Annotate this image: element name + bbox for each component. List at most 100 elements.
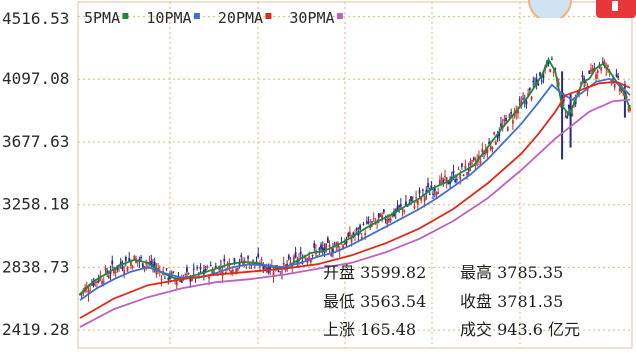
candle-body bbox=[128, 257, 131, 262]
candle-body bbox=[435, 192, 438, 196]
candle-body bbox=[230, 270, 232, 274]
candle-body bbox=[189, 279, 192, 282]
candle-body bbox=[389, 218, 392, 222]
candle-body bbox=[445, 177, 448, 183]
candle-body bbox=[503, 119, 506, 122]
candle-body bbox=[257, 253, 260, 257]
candle-body bbox=[467, 168, 470, 172]
candle-body bbox=[505, 118, 507, 121]
candle-body bbox=[123, 270, 126, 274]
candle-body bbox=[522, 98, 524, 100]
candle-body bbox=[618, 87, 621, 92]
candle-body bbox=[306, 259, 309, 264]
ma-line-10pma bbox=[79, 77, 631, 301]
candle-body bbox=[542, 74, 545, 79]
candle-body bbox=[416, 200, 419, 205]
candle-body bbox=[517, 109, 519, 114]
candle-body bbox=[245, 267, 248, 269]
candle-body bbox=[187, 272, 190, 274]
candle-body bbox=[581, 75, 584, 78]
stat-item: 最高 3785.35 bbox=[460, 263, 563, 282]
candle-body bbox=[172, 271, 175, 273]
candle-body bbox=[500, 123, 502, 127]
legend-label: 5PMA bbox=[84, 9, 120, 27]
candle-body bbox=[126, 266, 129, 272]
candle-body bbox=[612, 78, 614, 80]
candle-body bbox=[330, 253, 333, 257]
candle-body bbox=[607, 65, 609, 67]
y-tick-label: 3677.63 bbox=[2, 132, 69, 151]
candle-body bbox=[304, 257, 307, 261]
candle-body bbox=[401, 207, 404, 211]
ma-line-5pma bbox=[79, 57, 631, 295]
candle-body bbox=[603, 61, 606, 66]
candle-body bbox=[420, 197, 423, 201]
candle-body bbox=[510, 111, 513, 114]
stat-item: 最低 3563.54 bbox=[323, 292, 426, 311]
candle-body bbox=[92, 280, 95, 286]
candle-body bbox=[325, 243, 328, 249]
candle-body bbox=[113, 268, 115, 274]
y-tick-label: 4097.08 bbox=[2, 69, 69, 88]
candle-body bbox=[225, 271, 227, 274]
candle-body bbox=[567, 104, 570, 109]
candle-body bbox=[160, 278, 163, 280]
candle-body bbox=[591, 67, 594, 73]
ma-line-20pma bbox=[79, 80, 631, 319]
legend-label: 30PMA bbox=[289, 9, 334, 27]
candle-body bbox=[386, 219, 389, 225]
candle-body bbox=[423, 196, 426, 202]
stat-item: 上涨 165.48 bbox=[323, 320, 416, 339]
candle-body bbox=[457, 168, 460, 170]
candle-body bbox=[308, 256, 311, 261]
candle-body bbox=[371, 221, 373, 223]
candle-body bbox=[264, 265, 266, 268]
candle-body bbox=[518, 99, 521, 101]
legend-swatch bbox=[122, 13, 129, 19]
candle-body bbox=[452, 170, 455, 174]
y-axis-labels: 4516.53 4097.08 3677.63 3258.18 2838.73 2419.… bbox=[2, 9, 69, 339]
candle-body bbox=[343, 242, 346, 245]
candle-body bbox=[119, 261, 122, 266]
candle-body bbox=[145, 263, 148, 265]
candle-body bbox=[318, 248, 321, 250]
candle-body bbox=[167, 278, 170, 280]
candle-body bbox=[191, 279, 193, 281]
candle-body bbox=[124, 257, 127, 261]
candle-body bbox=[625, 96, 628, 99]
candle-body bbox=[107, 275, 110, 279]
candle-body bbox=[150, 260, 153, 266]
candle-body bbox=[484, 149, 487, 154]
candle-body bbox=[282, 262, 285, 265]
globe-badge-icon bbox=[528, 0, 572, 18]
candle-body bbox=[381, 215, 384, 221]
candle-body bbox=[554, 68, 557, 70]
candle-body bbox=[488, 141, 491, 145]
candle-body bbox=[89, 289, 92, 291]
y-tick-label: 4516.53 bbox=[2, 9, 69, 28]
candle-body bbox=[326, 237, 329, 243]
stat-item: 开盘 3599.82 bbox=[323, 263, 426, 282]
y-tick-label: 2419.28 bbox=[2, 320, 69, 339]
candle-body bbox=[362, 223, 365, 225]
candle-body bbox=[248, 267, 251, 269]
stat-item: 成交 943.6 亿元 bbox=[460, 320, 580, 339]
candle-body bbox=[148, 261, 151, 263]
candle-body bbox=[486, 147, 489, 153]
candle-body bbox=[528, 87, 531, 91]
candle-body bbox=[489, 146, 492, 150]
candle-body bbox=[496, 134, 499, 139]
candle-body bbox=[101, 281, 103, 285]
candle-body bbox=[564, 116, 567, 118]
candle-body bbox=[459, 174, 462, 180]
candle-body bbox=[236, 268, 239, 270]
candle-body bbox=[595, 74, 597, 79]
candle-body bbox=[447, 181, 450, 185]
candle-body bbox=[377, 213, 380, 218]
candle-body bbox=[247, 256, 249, 259]
candle-body bbox=[428, 194, 431, 196]
candle-body bbox=[494, 141, 497, 145]
candle-body bbox=[214, 265, 217, 268]
candle-body bbox=[157, 267, 159, 270]
